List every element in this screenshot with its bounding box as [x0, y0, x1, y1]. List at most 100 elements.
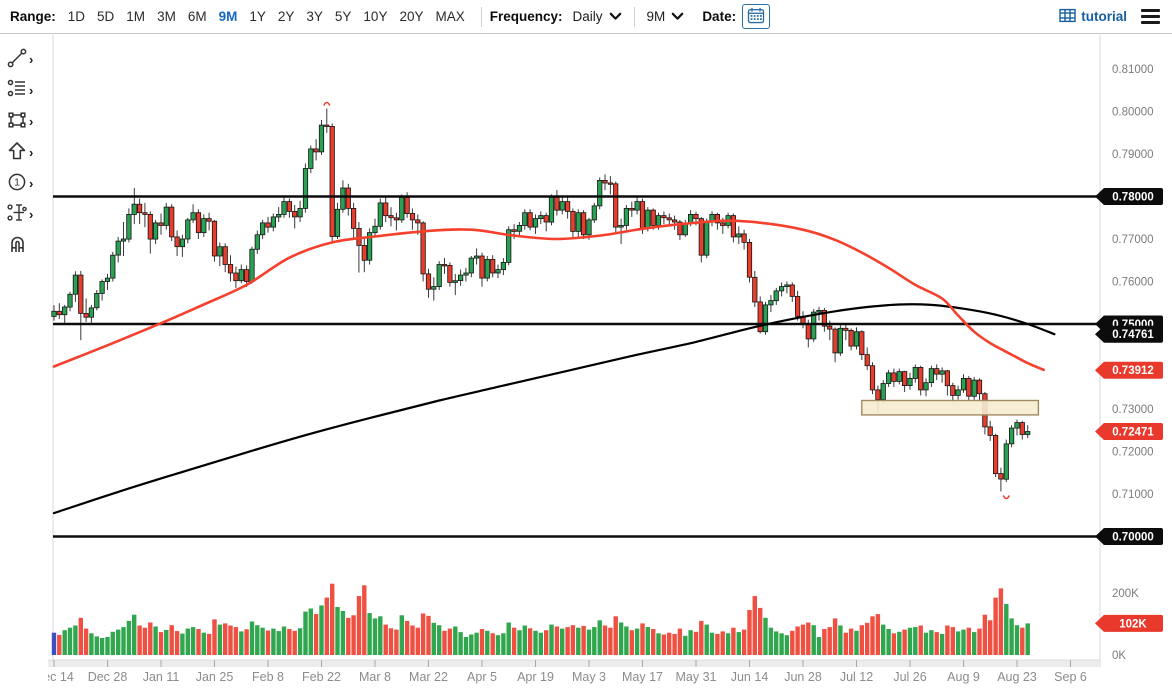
chevron-down-icon [671, 9, 684, 24]
svg-text:0.72000: 0.72000 [1112, 447, 1154, 459]
frequency-label: Frequency: [489, 9, 563, 24]
trend-line-tool[interactable]: › [6, 47, 34, 74]
chevron-down-icon [609, 9, 622, 24]
price-badge: 0.78000 [1095, 188, 1163, 205]
svg-text:0.80000: 0.80000 [1112, 107, 1154, 119]
number-annotation-tool[interactable]: 1 › [6, 173, 33, 195]
svg-text:Jan 11: Jan 11 [143, 670, 180, 684]
svg-text:Jun 14: Jun 14 [731, 670, 769, 684]
price-badge: 0.72471 [1095, 423, 1163, 440]
range-button-3m[interactable]: 3M [157, 9, 176, 24]
svg-text:Dec 28: Dec 28 [88, 670, 128, 684]
shapes-tool[interactable]: › [6, 111, 33, 133]
divider [480, 6, 482, 27]
svg-text:102K: 102K [1119, 618, 1147, 630]
svg-text:Jul 26: Jul 26 [893, 670, 926, 684]
range-button-1d[interactable]: 1D [67, 9, 86, 24]
measure-tool[interactable]: › [6, 202, 34, 229]
price-badge: 0.70000 [1095, 528, 1163, 545]
shapes-icon [6, 109, 28, 136]
hamburger-menu-icon[interactable] [1139, 7, 1162, 26]
magnet-tool[interactable] [6, 235, 28, 257]
range-button-2y[interactable]: 2Y [277, 9, 295, 24]
range-button-10y[interactable]: 10Y [363, 9, 388, 24]
range-button-5y[interactable]: 5Y [334, 9, 352, 24]
svg-text:Jan 25: Jan 25 [196, 670, 234, 684]
range-button-1y[interactable]: 1Y [249, 9, 266, 24]
price-badge: 102K [1095, 614, 1163, 632]
svg-text:0.71000: 0.71000 [1112, 489, 1154, 501]
submenu-chevron-icon: › [29, 176, 34, 191]
range-button-6m[interactable]: 6M [187, 9, 207, 24]
ma-slow-line[interactable] [52, 303, 1056, 515]
svg-text:Feb 8: Feb 8 [252, 670, 284, 684]
svg-text:Mar 22: Mar 22 [409, 670, 448, 684]
svg-text:May 17: May 17 [622, 670, 663, 684]
range-button-9m[interactable]: 9M [218, 9, 238, 24]
svg-text:Aug 9: Aug 9 [947, 670, 980, 684]
magnet-icon [6, 233, 28, 260]
svg-text:Jul 12: Jul 12 [840, 670, 873, 684]
svg-text:0.79000: 0.79000 [1112, 149, 1154, 161]
number-annotation-icon: 1 [6, 171, 28, 198]
price-badge: 0.74761 [1095, 325, 1163, 343]
svg-text:May 31: May 31 [676, 670, 717, 684]
svg-text:0.74761: 0.74761 [1112, 329, 1154, 341]
low-marker [1002, 495, 1010, 500]
svg-text:Sep 6: Sep 6 [1054, 670, 1087, 684]
svg-text:0.77000: 0.77000 [1112, 234, 1154, 246]
svg-text:0K: 0K [1112, 650, 1126, 662]
range-button-max[interactable]: MAX [435, 9, 465, 24]
svg-text:Dec 14: Dec 14 [48, 670, 74, 684]
period-select[interactable]: 9M [643, 9, 689, 24]
price-badges: 0.780000.750000.700000.747610.739120.724… [1095, 188, 1163, 632]
range-button-3y[interactable]: 3Y [306, 9, 323, 24]
svg-text:Mar 8: Mar 8 [359, 670, 391, 684]
svg-text:Aug 23: Aug 23 [997, 670, 1037, 684]
svg-text:0.73000: 0.73000 [1112, 404, 1154, 416]
range-button-20y[interactable]: 20Y [399, 9, 424, 24]
tutorial-label: tutorial [1081, 9, 1127, 24]
candle-wicks [53, 108, 1029, 492]
arrow-tool[interactable]: › [6, 140, 34, 167]
submenu-chevron-icon: › [29, 145, 34, 160]
volume-layer [51, 583, 1030, 656]
svg-text:200K: 200K [1112, 588, 1139, 600]
ma-fast-line[interactable] [52, 219, 1045, 372]
arrow-icon [6, 140, 28, 167]
svg-text:May 3: May 3 [572, 670, 606, 684]
range-label: Range: [10, 9, 56, 24]
svg-text:0.76000: 0.76000 [1112, 277, 1154, 289]
svg-text:0.73912: 0.73912 [1112, 365, 1154, 377]
price-chart[interactable]: Dec 14 Dec 28 Jan 11 Jan 25 Feb 8 Feb 22 Mar 8… [48, 35, 1172, 696]
date-label: Date: [702, 9, 737, 24]
trend-line-icon [6, 47, 28, 74]
svg-text:0.78000: 0.78000 [1112, 192, 1154, 204]
range-button-1m[interactable]: 1M [126, 9, 146, 24]
top-toolbar: Range: 1D 5D 1M 3M 6M 9M 1Y 2Y 3Y 5Y 10Y 20Y MAX Fre… [0, 0, 1172, 34]
svg-text:Apr 5: Apr 5 [467, 670, 497, 684]
svg-text:Feb 22: Feb 22 [302, 670, 341, 684]
high-marker [323, 101, 331, 106]
divider [633, 6, 635, 27]
support-zone[interactable] [861, 399, 1040, 416]
candle-bodies [51, 124, 1031, 480]
film-strip-icon [1059, 8, 1076, 26]
fib-lines-icon [6, 78, 28, 105]
range-button-5d[interactable]: 5D [97, 9, 115, 24]
date-axis[interactable]: Dec 14 Dec 28 Jan 11 Jan 25 Feb 8 Feb 22 Mar 8… [48, 659, 1100, 684]
measure-icon [6, 202, 28, 229]
calendar-button[interactable] [742, 4, 771, 29]
fib-lines-tool[interactable]: › [6, 78, 33, 105]
submenu-chevron-icon: › [29, 207, 34, 222]
svg-text:Jun 28: Jun 28 [784, 670, 822, 684]
range-selector: 1D 5D 1M 3M 6M 9M 1Y 2Y 3Y 5Y 10Y 20Y MAX [62, 7, 471, 26]
tutorial-link[interactable]: tutorial [1059, 8, 1127, 26]
svg-text:0.72471: 0.72471 [1112, 427, 1154, 439]
submenu-chevron-icon: › [29, 52, 34, 67]
svg-text:0.81000: 0.81000 [1112, 64, 1154, 76]
frequency-value: Daily [572, 9, 603, 24]
price-badge: 0.73912 [1095, 361, 1163, 379]
price-axis[interactable]: 0.81000 0.80000 0.79000 0.77000 0.76000 0.730… [1112, 64, 1154, 662]
frequency-select[interactable]: Daily [569, 9, 626, 24]
